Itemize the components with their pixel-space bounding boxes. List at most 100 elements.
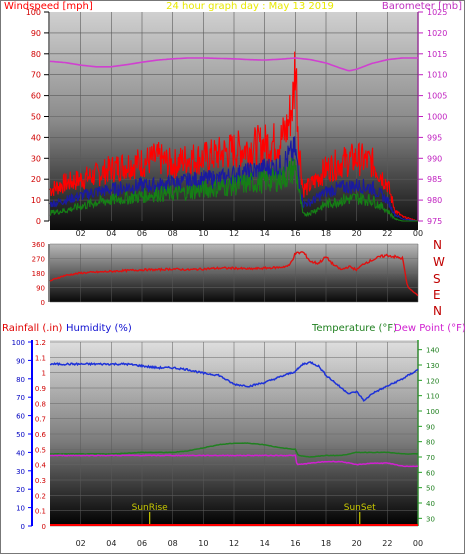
humidity-label: Humidity (%) — [66, 323, 132, 334]
wind-y-tick-label: 80 — [31, 50, 41, 59]
rain-y-tick-label: 0.7 — [35, 416, 46, 424]
direction-y-tick-label: 90 — [36, 285, 45, 293]
temperature-y-tick-label: 80 — [426, 439, 435, 447]
wind-y-tick-label: 60 — [31, 92, 41, 101]
temperature-label: Temperature (°F) — [311, 323, 397, 334]
wind-x-tick-label: 22 — [382, 229, 392, 238]
temperature-y-tick-label: 100 — [426, 408, 439, 416]
humidity-y-tick-label: 90 — [16, 357, 25, 365]
dewpoint-series — [49, 454, 419, 468]
dir-letter-s: S — [433, 272, 441, 286]
barometer-label: Barometer [mb] — [382, 1, 462, 12]
climate-x-tick-label: 10 — [198, 539, 208, 548]
humidity-y-tick-label: 10 — [16, 505, 25, 513]
wind-x-tick-label: 12 — [229, 229, 239, 238]
humidity-y-tick-label: 0 — [21, 523, 25, 531]
baro-y-tick-label: 975 — [427, 217, 442, 226]
wind-direction-series — [49, 251, 419, 297]
rain-y-tick-label: 1.2 — [35, 339, 46, 347]
baro-y-tick-label: 1000 — [427, 113, 447, 122]
wind-y-tick-label: 30 — [31, 154, 41, 163]
rain-y-tick-label: 0.9 — [35, 385, 46, 393]
baro-y-tick-label: 990 — [427, 154, 442, 163]
wind-y-tick-label: 70 — [31, 71, 41, 80]
rain-y-tick-label: 1 — [42, 370, 46, 378]
dir-letter-w: W — [433, 255, 445, 269]
rain-y-tick-label: 0 — [42, 523, 46, 531]
wind-x-tick-label: 06 — [137, 229, 147, 238]
climate-x-tick-label: 00 — [413, 539, 423, 548]
rain-y-tick-label: 0.2 — [35, 492, 46, 500]
rain-y-tick-label: 0.3 — [35, 477, 46, 485]
climate-x-tick-label: 22 — [382, 539, 392, 548]
temperature-y-tick-label: 110 — [426, 393, 439, 401]
dir-letter-n-bottom: N — [433, 304, 442, 318]
humidity-y-tick-label: 100 — [12, 339, 25, 347]
wind-low-series — [49, 157, 418, 222]
sunset-label: SunSet — [344, 503, 376, 513]
baro-y-tick-label: 1015 — [427, 50, 447, 59]
temperature-y-tick-label: 120 — [426, 377, 439, 385]
wind-x-tick-label: 08 — [168, 229, 178, 238]
climate-x-tick-label: 14 — [260, 539, 270, 548]
humidity-y-tick-label: 30 — [16, 468, 25, 476]
climate-x-tick-label: 06 — [137, 539, 147, 548]
climate-x-tick-label: 04 — [106, 539, 116, 548]
rain-y-tick-label: 0.4 — [35, 462, 47, 470]
baro-y-tick-label: 985 — [427, 175, 442, 184]
wind-y-tick-label: 10 — [31, 196, 41, 205]
temperature-series — [49, 442, 418, 458]
humidity-y-tick-label: 40 — [16, 449, 25, 457]
baro-y-tick-label: 980 — [427, 196, 442, 205]
baro-y-tick-label: 1025 — [427, 8, 447, 17]
temperature-y-tick-label: 50 — [426, 485, 435, 493]
wind-average-series — [49, 136, 419, 222]
humidity-series — [49, 361, 419, 402]
direction-y-tick-label: 180 — [32, 270, 45, 278]
climate-x-tick-label: 20 — [352, 539, 362, 548]
humidity-y-tick-label: 80 — [16, 376, 25, 384]
wind-y-tick-label: 40 — [31, 133, 41, 142]
barometer-series — [49, 57, 418, 72]
wind-gust-series — [49, 51, 419, 222]
wind-x-tick-label: 04 — [106, 229, 116, 238]
wind-x-tick-label: 14 — [260, 229, 270, 238]
wind-x-tick-label: 20 — [352, 229, 362, 238]
temperature-y-tick-label: 30 — [426, 515, 435, 523]
climate-x-tick-label: 02 — [76, 539, 86, 548]
direction-y-tick-label: 0 — [41, 299, 45, 307]
wind-y-tick-label: 0 — [36, 217, 41, 226]
sunrise-label: SunRise — [132, 503, 169, 513]
wind-x-tick-label: 18 — [321, 229, 331, 238]
humidity-y-tick-label: 70 — [16, 394, 25, 402]
dir-letter-e: E — [433, 288, 441, 302]
baro-y-tick-label: 1005 — [427, 92, 447, 101]
baro-y-tick-label: 1010 — [427, 71, 447, 80]
wind-x-tick-label: 02 — [76, 229, 86, 238]
dir-letter-n-top: N — [433, 238, 442, 252]
temperature-y-tick-label: 130 — [426, 362, 439, 370]
dewpoint-label: Dew Point (°F) — [394, 323, 466, 334]
wind-y-tick-label: 50 — [31, 113, 41, 122]
temperature-y-tick-label: 140 — [426, 347, 439, 355]
climate-x-tick-label: 08 — [168, 539, 178, 548]
rain-y-tick-label: 0.5 — [35, 446, 46, 454]
climate-x-tick-label: 16 — [290, 539, 300, 548]
wind-x-tick-label: 10 — [198, 229, 208, 238]
climate-x-tick-label: 12 — [229, 539, 239, 548]
temperature-y-tick-label: 90 — [426, 423, 435, 431]
direction-y-tick-label: 270 — [32, 256, 45, 264]
wind-x-tick-label: 00 — [413, 229, 423, 238]
climate-x-tick-label: 18 — [321, 539, 331, 548]
rain-y-tick-label: 0.1 — [35, 508, 46, 516]
chart-title: 24 hour graph day : May 13 2019 — [166, 1, 334, 12]
temperature-y-tick-label: 60 — [426, 469, 435, 477]
baro-y-tick-label: 1020 — [427, 29, 447, 38]
rainfall-label: Rainfall (.in) — [2, 323, 63, 334]
wind-y-tick-label: 20 — [31, 175, 41, 184]
humidity-y-tick-label: 20 — [16, 486, 25, 494]
rain-y-tick-label: 0.6 — [35, 431, 47, 439]
baro-y-tick-label: 995 — [427, 133, 442, 142]
